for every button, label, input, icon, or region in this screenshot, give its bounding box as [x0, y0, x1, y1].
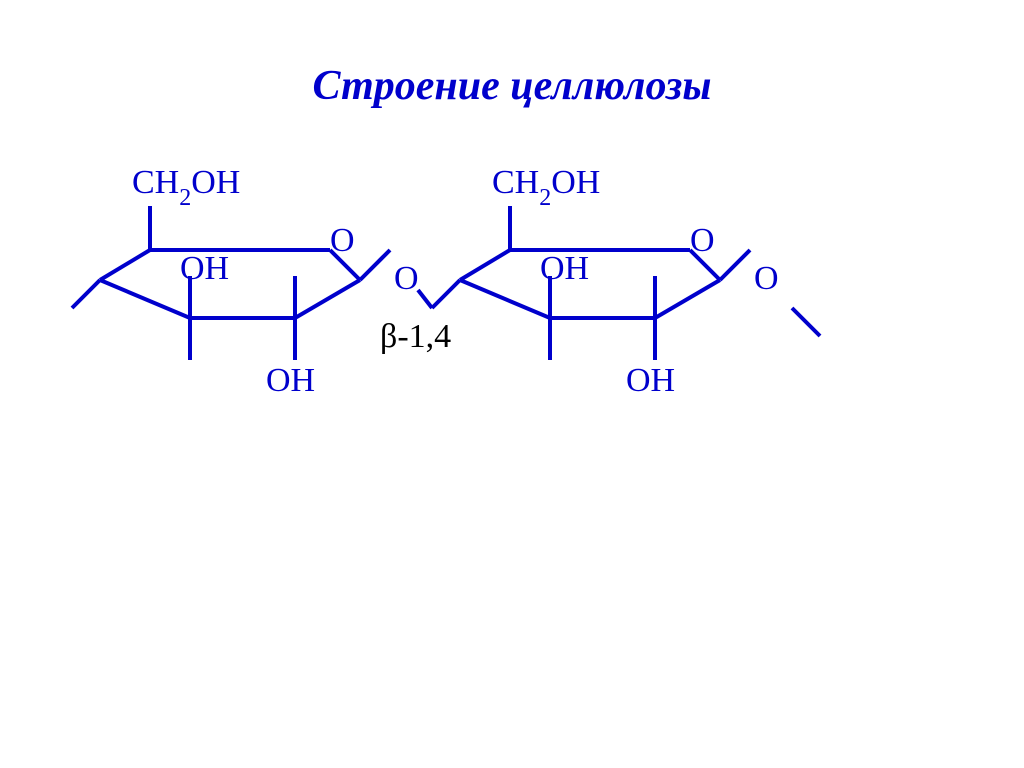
label-oh-down-1: OH: [266, 362, 315, 400]
page-title: Строение целлюлозы: [0, 62, 1024, 110]
label-o-ring-2: O: [690, 222, 715, 260]
label-ch2oh-1: CH2OH: [132, 164, 240, 208]
label-o-link-1: O: [394, 260, 419, 298]
label-o-link-2: O: [754, 260, 779, 298]
label-oh-down-2: OH: [626, 362, 675, 400]
label-oh-up-1: OH: [180, 250, 229, 288]
label-ch2oh-2: CH2OH: [492, 164, 600, 208]
glycosidic-bond-label: β-1,4: [380, 318, 451, 356]
label-oh-up-2: OH: [540, 250, 589, 288]
label-o-ring-1: O: [330, 222, 355, 260]
cellulose-structure-diagram: CH2OH O OH OH O CH2OH O OH OH O β-1,4: [40, 160, 860, 425]
